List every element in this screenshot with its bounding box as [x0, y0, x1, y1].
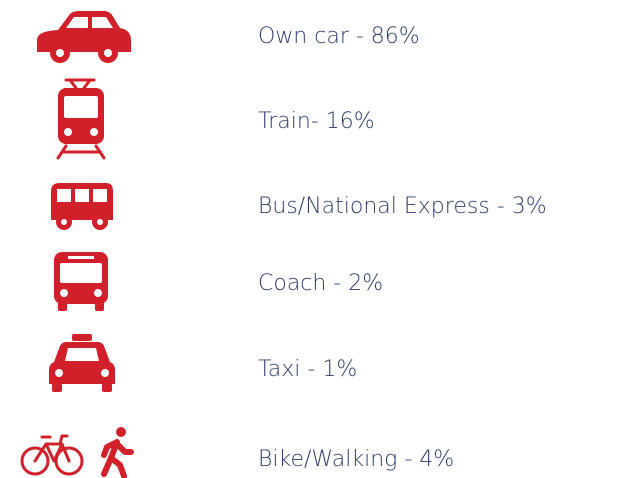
bike-walk-icon	[20, 427, 134, 478]
item-label: Own car - 86%	[258, 24, 420, 49]
item-label: Taxi - 1%	[258, 357, 357, 382]
taxi-icon	[49, 334, 115, 392]
coach-icon	[54, 252, 108, 311]
item-label: Train- 16%	[258, 109, 375, 134]
bus-icon	[51, 183, 113, 230]
train-icon	[56, 78, 106, 160]
item-label: Coach - 2%	[258, 271, 383, 296]
car-icon	[37, 11, 131, 63]
item-label: Bus/National Express - 3%	[258, 194, 547, 219]
item-label: Bike/Walking - 4%	[258, 447, 454, 472]
